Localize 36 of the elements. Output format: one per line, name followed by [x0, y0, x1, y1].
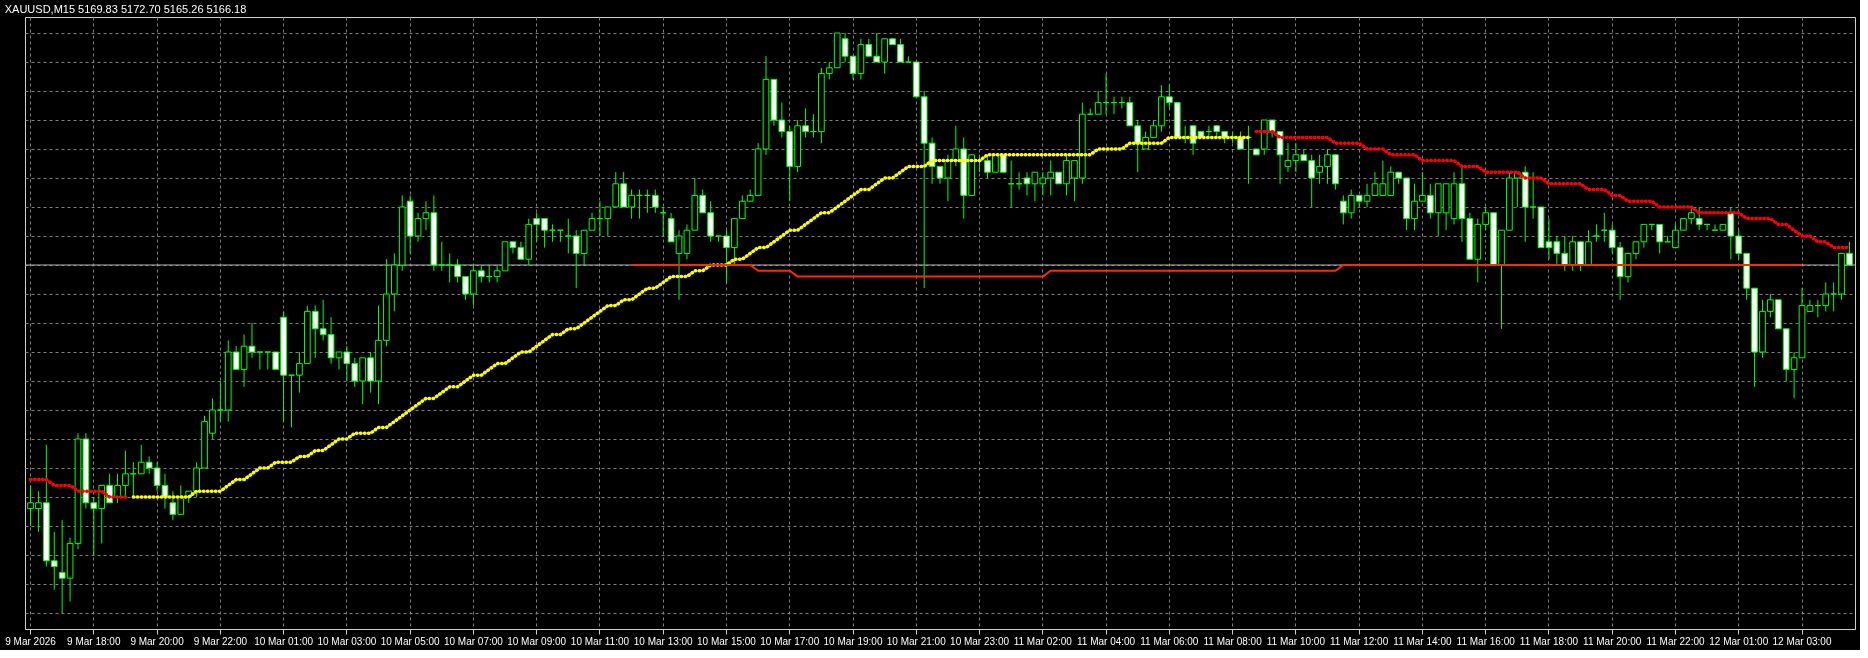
x-tick-label: 11 Mar 20:00 [1583, 635, 1642, 647]
x-tick-label: 11 Mar 18:00 [1519, 635, 1579, 647]
x-tick-label: 11 Mar 04:00 [1076, 635, 1136, 647]
x-tick-label: 11 Mar 16:00 [1456, 635, 1516, 647]
x-tick-label: 10 Mar 13:00 [633, 635, 694, 647]
x-tick-label: 10 Mar 17:00 [760, 635, 820, 647]
x-tick-label: 10 Mar 03:00 [317, 635, 377, 647]
x-tick-label: 11 Mar 22:00 [1646, 635, 1706, 647]
x-tick-label: 11 Mar 14:00 [1393, 635, 1452, 647]
x-tick-label: 12 Mar 01:00 [1709, 635, 1769, 647]
x-tick-label: 11 Mar 08:00 [1203, 635, 1263, 647]
candlestick [256, 351, 264, 370]
x-tick-label: 11 Mar 12:00 [1330, 635, 1389, 647]
candlestick [438, 241, 446, 272]
x-tick-label: 12 Mar 03:00 [1772, 635, 1832, 647]
x-tick-label: 9 Mar 22:00 [193, 635, 248, 647]
x-tick-label: 10 Mar 15:00 [697, 635, 757, 647]
candlestick [1830, 281, 1837, 312]
x-tick-label: 10 Mar 09:00 [507, 635, 567, 647]
x-tick-label: 10 Mar 05:00 [380, 635, 441, 647]
x-tick-label: 10 Mar 19:00 [823, 635, 883, 647]
x-tick-label: 11 Mar 06:00 [1140, 635, 1199, 647]
x-tick-label: 9 Mar 2026 [5, 635, 57, 647]
candlestick [651, 189, 659, 214]
x-tick-label: 10 Mar 01:00 [254, 635, 314, 647]
x-tick-label: 10 Mar 07:00 [443, 635, 504, 647]
x-tick-label: 9 Mar 20:00 [130, 635, 185, 647]
x-tick-label: 9 Mar 18:00 [67, 635, 121, 647]
x-tick-label: 11 Mar 02:00 [1013, 635, 1073, 647]
x-tick-label: 10 Mar 23:00 [950, 635, 1010, 647]
x-tick-label: 10 Mar 11:00 [570, 635, 630, 647]
candlestick [1593, 223, 1600, 243]
candlestick [564, 218, 572, 254]
x-tick-label: 11 Mar 10:00 [1266, 635, 1326, 647]
x-tick-label: 10 Mar 21:00 [886, 635, 947, 647]
chart-title: XAUUSD,M15 5169.83 5172.70 5165.26 5166.18 [4, 3, 247, 15]
